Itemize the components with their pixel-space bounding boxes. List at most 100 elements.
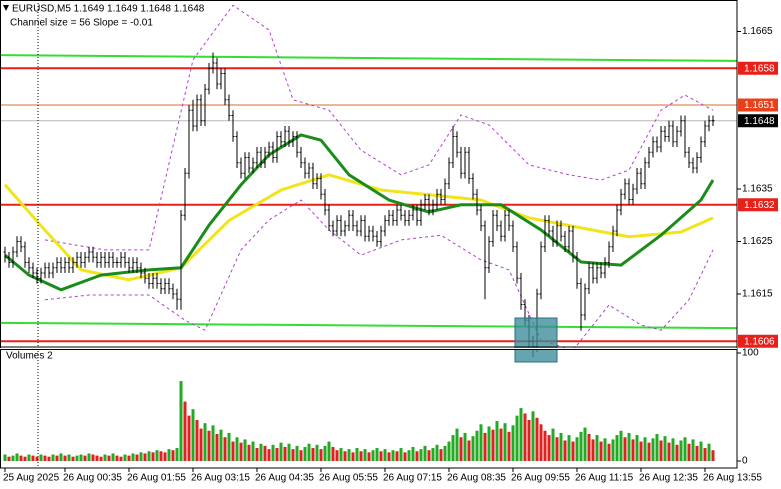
volume-bar	[359, 451, 363, 461]
volume-bar	[647, 442, 651, 461]
menu-icon	[3, 5, 9, 11]
volume-bar	[247, 444, 251, 461]
x-tick-label: 26 Aug 07:15	[383, 473, 442, 484]
volume-bar	[403, 452, 407, 461]
level-label-box	[738, 334, 778, 348]
volume-bar	[447, 441, 451, 461]
volume-bar	[383, 449, 387, 461]
volume-bar	[467, 440, 471, 461]
volume-bar	[427, 450, 431, 461]
volume-bar	[675, 444, 679, 461]
level-label-box	[738, 114, 778, 128]
volume-bar	[531, 411, 535, 461]
volume-title: Volumes 2	[6, 351, 53, 362]
volume-bar	[587, 434, 591, 461]
volume-bar	[283, 446, 287, 461]
volume-bar	[455, 428, 459, 461]
volume-bar	[291, 449, 295, 461]
volume-bar	[15, 453, 19, 461]
volume-bar	[275, 448, 279, 461]
volume-bar	[523, 413, 527, 461]
volume-bar	[75, 455, 79, 461]
volume-bar	[591, 439, 595, 461]
volume-bar	[451, 435, 455, 461]
volume-bar	[139, 452, 143, 461]
volume-bar	[395, 451, 399, 461]
chart-subtitle: Channel size = 56 Slope = -0.01	[10, 18, 153, 29]
volume-bar	[155, 450, 159, 461]
level-label: 1.1651	[744, 100, 775, 111]
volume-bar	[399, 448, 403, 461]
volume-bar	[627, 432, 631, 461]
volume-bar	[119, 456, 123, 461]
level-label-box	[738, 198, 778, 212]
x-tick-label: 26 Aug 08:35	[447, 473, 506, 484]
volume-bar	[519, 408, 523, 461]
volume-bar	[543, 430, 547, 461]
volume-bar	[535, 417, 539, 461]
volume-bar	[35, 456, 39, 461]
volume-bar	[431, 448, 435, 461]
volume-bar	[259, 443, 263, 461]
volume-bar	[567, 435, 571, 461]
volume-bar	[551, 428, 555, 461]
volume-bar	[607, 443, 611, 461]
y-tick-label: 1.1635	[742, 184, 773, 195]
volume-bar	[375, 448, 379, 461]
volume-bar	[463, 432, 467, 461]
volume-bar	[227, 432, 231, 461]
volume-bar	[235, 437, 239, 461]
volume-bar	[367, 452, 371, 461]
volume-bar	[243, 439, 247, 461]
volume-bar	[555, 437, 559, 461]
labels: 1.1665 1.1635 1.1625 1.1615 1.1658 1.1651 1.16…	[3, 26, 778, 484]
volume-bar	[263, 445, 267, 461]
volume-bar	[631, 439, 635, 461]
volume-bar	[55, 455, 59, 461]
level-label: 1.1632	[744, 200, 775, 211]
volume-bar	[179, 381, 183, 461]
x-tick-label: 25 Aug 2025	[3, 473, 60, 484]
volume-bar	[707, 443, 711, 461]
volume-bar	[691, 439, 695, 461]
volume-bar	[107, 455, 111, 461]
volume-bar	[439, 449, 443, 461]
volume-bar	[207, 430, 211, 461]
y-tick-label: 0	[742, 456, 748, 467]
volume-bar	[563, 440, 567, 461]
volume-bar	[131, 453, 135, 461]
volume-bar	[611, 439, 615, 461]
x-tick-label: 26 Aug 05:55	[319, 473, 378, 484]
volume-bar	[663, 436, 667, 461]
y-tick-label: 1.1615	[742, 289, 773, 300]
volume-bar	[255, 448, 259, 461]
volume-bar	[199, 428, 203, 461]
volume-bar	[327, 441, 331, 461]
volume-bar	[575, 437, 579, 461]
level-label-box	[738, 98, 778, 112]
volume-bar	[39, 454, 43, 461]
volume-bar	[483, 432, 487, 461]
volume-bar	[143, 453, 147, 461]
volume-bar	[195, 419, 199, 461]
volume-bar	[271, 444, 275, 461]
volume-bar	[615, 435, 619, 461]
volume-bar	[303, 446, 307, 461]
volume-bar	[3, 454, 7, 461]
volume-bar	[103, 454, 107, 461]
volume-bar	[251, 441, 255, 461]
volume-bar	[223, 437, 227, 461]
volume-bar	[31, 455, 35, 461]
level-label: 1.1648	[744, 116, 775, 127]
volume-bar	[487, 426, 491, 461]
volume-bar	[371, 450, 375, 461]
volume-bar	[659, 440, 663, 461]
y-tick-label: 1.1625	[742, 236, 773, 247]
volume-bar	[183, 401, 187, 461]
volume-bar	[703, 448, 707, 461]
volume-bar	[27, 454, 31, 461]
volume-bar	[147, 451, 151, 461]
volume-bar	[635, 435, 639, 461]
volume-bar	[99, 456, 103, 461]
